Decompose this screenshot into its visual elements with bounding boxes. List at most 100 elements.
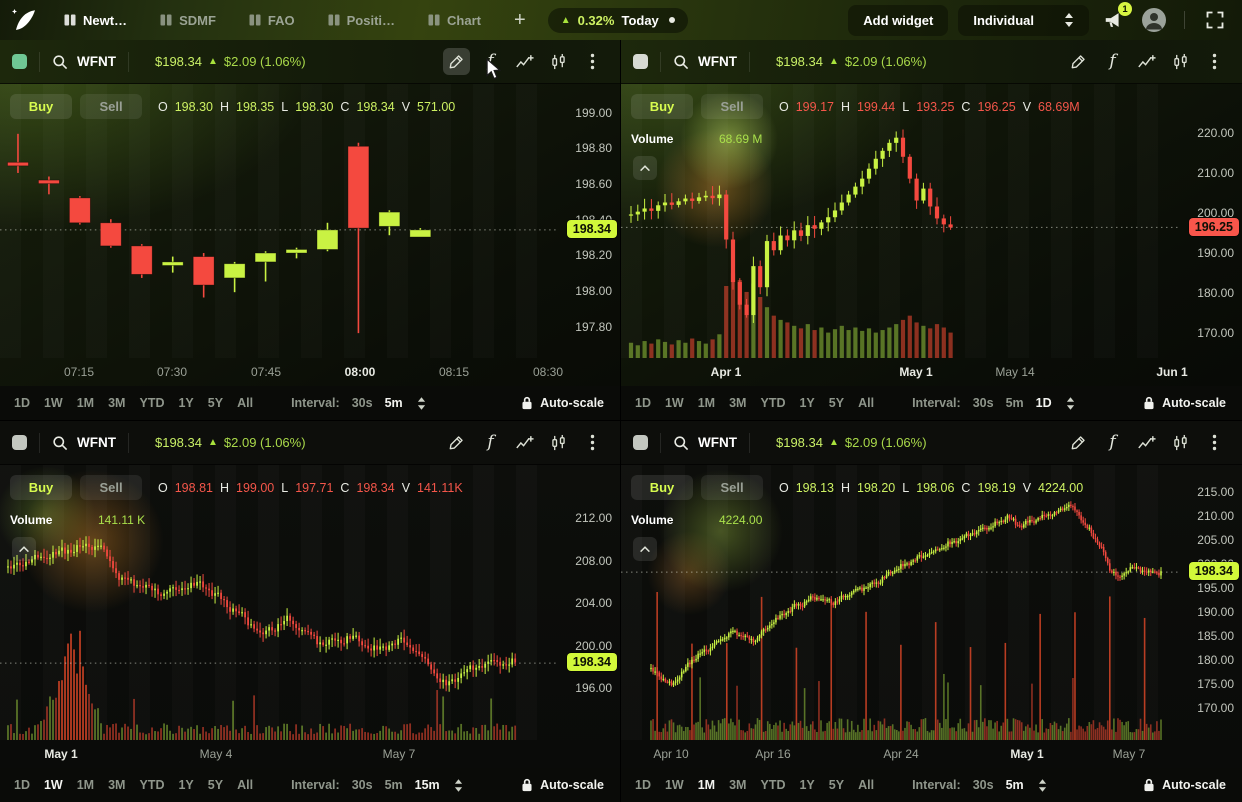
interval-dropdown[interactable] [415, 393, 429, 413]
price-axis[interactable]: 215.00210.00205.00200.00195.00190.00185.… [1178, 465, 1242, 740]
draw-tool-button[interactable] [1065, 429, 1092, 456]
tab-chart[interactable]: Chart [428, 13, 481, 28]
tab-positions[interactable]: Positi… [328, 13, 395, 28]
app-logo-icon[interactable] [10, 5, 40, 35]
ticker-search[interactable]: WFNT [52, 435, 116, 451]
buy-button[interactable]: Buy [631, 475, 693, 500]
time-axis[interactable]: May 1 May 4 May 7 [0, 740, 620, 768]
ticker-search[interactable]: WFNT [673, 54, 737, 70]
range-button-1w[interactable]: 1W [664, 778, 684, 792]
range-button-1m[interactable]: 1M [697, 778, 716, 792]
chart-canvas[interactable] [0, 84, 620, 358]
sell-button[interactable]: Sell [80, 475, 142, 500]
range-button-1w[interactable]: 1W [43, 396, 63, 410]
range-button-1d[interactable]: 1D [14, 778, 30, 792]
interval-button-5m[interactable]: 5m [1005, 778, 1024, 792]
range-button-all[interactable]: All [237, 778, 254, 792]
chart-canvas[interactable] [621, 465, 1242, 740]
range-button-ytd[interactable]: YTD [760, 778, 786, 792]
range-button-3m[interactable]: 3M [108, 396, 126, 410]
range-button-1y[interactable]: 1Y [178, 396, 194, 410]
compare-button[interactable] [511, 48, 538, 75]
range-button-3m[interactable]: 3M [729, 396, 747, 410]
interval-button-5m[interactable]: 5m [1005, 396, 1024, 410]
buy-button[interactable]: Buy [631, 94, 693, 119]
add-tab-button[interactable]: + [514, 9, 526, 31]
interval-button-15m[interactable]: 15m [414, 778, 440, 792]
announcements-icon[interactable]: 1 [1099, 2, 1132, 35]
time-axis[interactable]: 07:15 07:30 07:45 08:00 08:15 08:30 [0, 358, 620, 386]
autoscale-toggle[interactable]: Auto-scale [521, 778, 604, 792]
range-button-5y[interactable]: 5Y [828, 778, 845, 792]
chart-type-button[interactable] [1167, 429, 1194, 456]
panel-menu-button[interactable] [579, 48, 606, 75]
panel-color-swatch[interactable] [12, 54, 27, 69]
autoscale-toggle[interactable]: Auto-scale [1143, 396, 1226, 410]
sell-button[interactable]: Sell [701, 94, 763, 119]
price-axis[interactable]: 220.00 210.00 200.00 190.00 180.00 170.00 196.… [1178, 84, 1242, 358]
interval-dropdown[interactable] [1064, 393, 1078, 413]
range-button-ytd[interactable]: YTD [760, 396, 786, 410]
interval-button-5m[interactable]: 5m [384, 396, 403, 410]
indicators-button[interactable]: f [477, 48, 504, 75]
sell-button[interactable]: Sell [701, 475, 763, 500]
range-button-3m[interactable]: 3M [729, 778, 747, 792]
range-button-1y[interactable]: 1Y [799, 396, 815, 410]
range-button-all[interactable]: All [858, 778, 875, 792]
range-button-1y[interactable]: 1Y [799, 778, 815, 792]
buy-button[interactable]: Buy [10, 475, 72, 500]
buy-button[interactable]: Buy [10, 94, 72, 119]
interval-button-30s[interactable]: 30s [972, 778, 994, 792]
indicators-button[interactable]: f [1099, 429, 1126, 456]
day-change-pill[interactable]: ▲ 0.32% Today [547, 7, 688, 33]
draw-tool-button[interactable] [443, 429, 470, 456]
range-button-1y[interactable]: 1Y [178, 778, 194, 792]
interval-dropdown[interactable] [1036, 775, 1050, 795]
range-button-5y[interactable]: 5Y [207, 396, 224, 410]
account-avatar[interactable] [1139, 5, 1169, 35]
price-axis[interactable]: 199.00198.80198.60198.40198.20198.00197.… [556, 84, 620, 358]
tab-fao[interactable]: FAO [249, 13, 295, 28]
range-button-ytd[interactable]: YTD [139, 396, 165, 410]
compare-button[interactable] [1133, 429, 1160, 456]
collapse-volume-button[interactable] [633, 537, 657, 561]
range-button-1d[interactable]: 1D [14, 396, 30, 410]
range-button-1d[interactable]: 1D [635, 778, 651, 792]
panel-color-swatch[interactable] [633, 435, 648, 450]
interval-button-30s[interactable]: 30s [351, 396, 373, 410]
collapse-volume-button[interactable] [633, 156, 657, 180]
range-button-all[interactable]: All [858, 396, 875, 410]
range-button-1m[interactable]: 1M [697, 396, 716, 410]
panel-menu-button[interactable] [579, 429, 606, 456]
chart-type-button[interactable] [1167, 48, 1194, 75]
panel-menu-button[interactable] [1201, 429, 1228, 456]
panel-menu-button[interactable] [1201, 48, 1228, 75]
time-axis[interactable]: Apr 1 May 1 May 14 Jun 1 [621, 358, 1242, 386]
compare-button[interactable] [511, 429, 538, 456]
range-button-ytd[interactable]: YTD [139, 778, 165, 792]
interval-dropdown[interactable] [452, 775, 466, 795]
range-button-1m[interactable]: 1M [76, 778, 95, 792]
panel-color-swatch[interactable] [12, 435, 27, 450]
range-button-5y[interactable]: 5Y [207, 778, 224, 792]
chart-type-button[interactable] [545, 48, 572, 75]
collapse-volume-button[interactable] [12, 537, 36, 561]
draw-tool-button[interactable] [443, 48, 470, 75]
tab-newt[interactable]: Newt… [64, 13, 127, 28]
draw-tool-button[interactable] [1065, 48, 1092, 75]
fullscreen-icon[interactable] [1200, 5, 1230, 35]
range-button-5y[interactable]: 5Y [828, 396, 845, 410]
chart-canvas[interactable] [621, 84, 1242, 358]
chart-type-button[interactable] [545, 429, 572, 456]
panel-color-swatch[interactable] [633, 54, 648, 69]
price-axis[interactable]: 212.00 208.00 204.00 200.00 196.00 198.34 [556, 465, 620, 740]
range-button-1m[interactable]: 1M [76, 396, 95, 410]
autoscale-toggle[interactable]: Auto-scale [521, 396, 604, 410]
interval-button-5m[interactable]: 5m [384, 778, 403, 792]
autoscale-toggle[interactable]: Auto-scale [1143, 778, 1226, 792]
tab-sdmf[interactable]: SDMF [160, 13, 216, 28]
range-button-1w[interactable]: 1W [664, 396, 684, 410]
range-button-all[interactable]: All [237, 396, 254, 410]
ticker-search[interactable]: WFNT [673, 435, 737, 451]
indicators-button[interactable]: f [477, 429, 504, 456]
